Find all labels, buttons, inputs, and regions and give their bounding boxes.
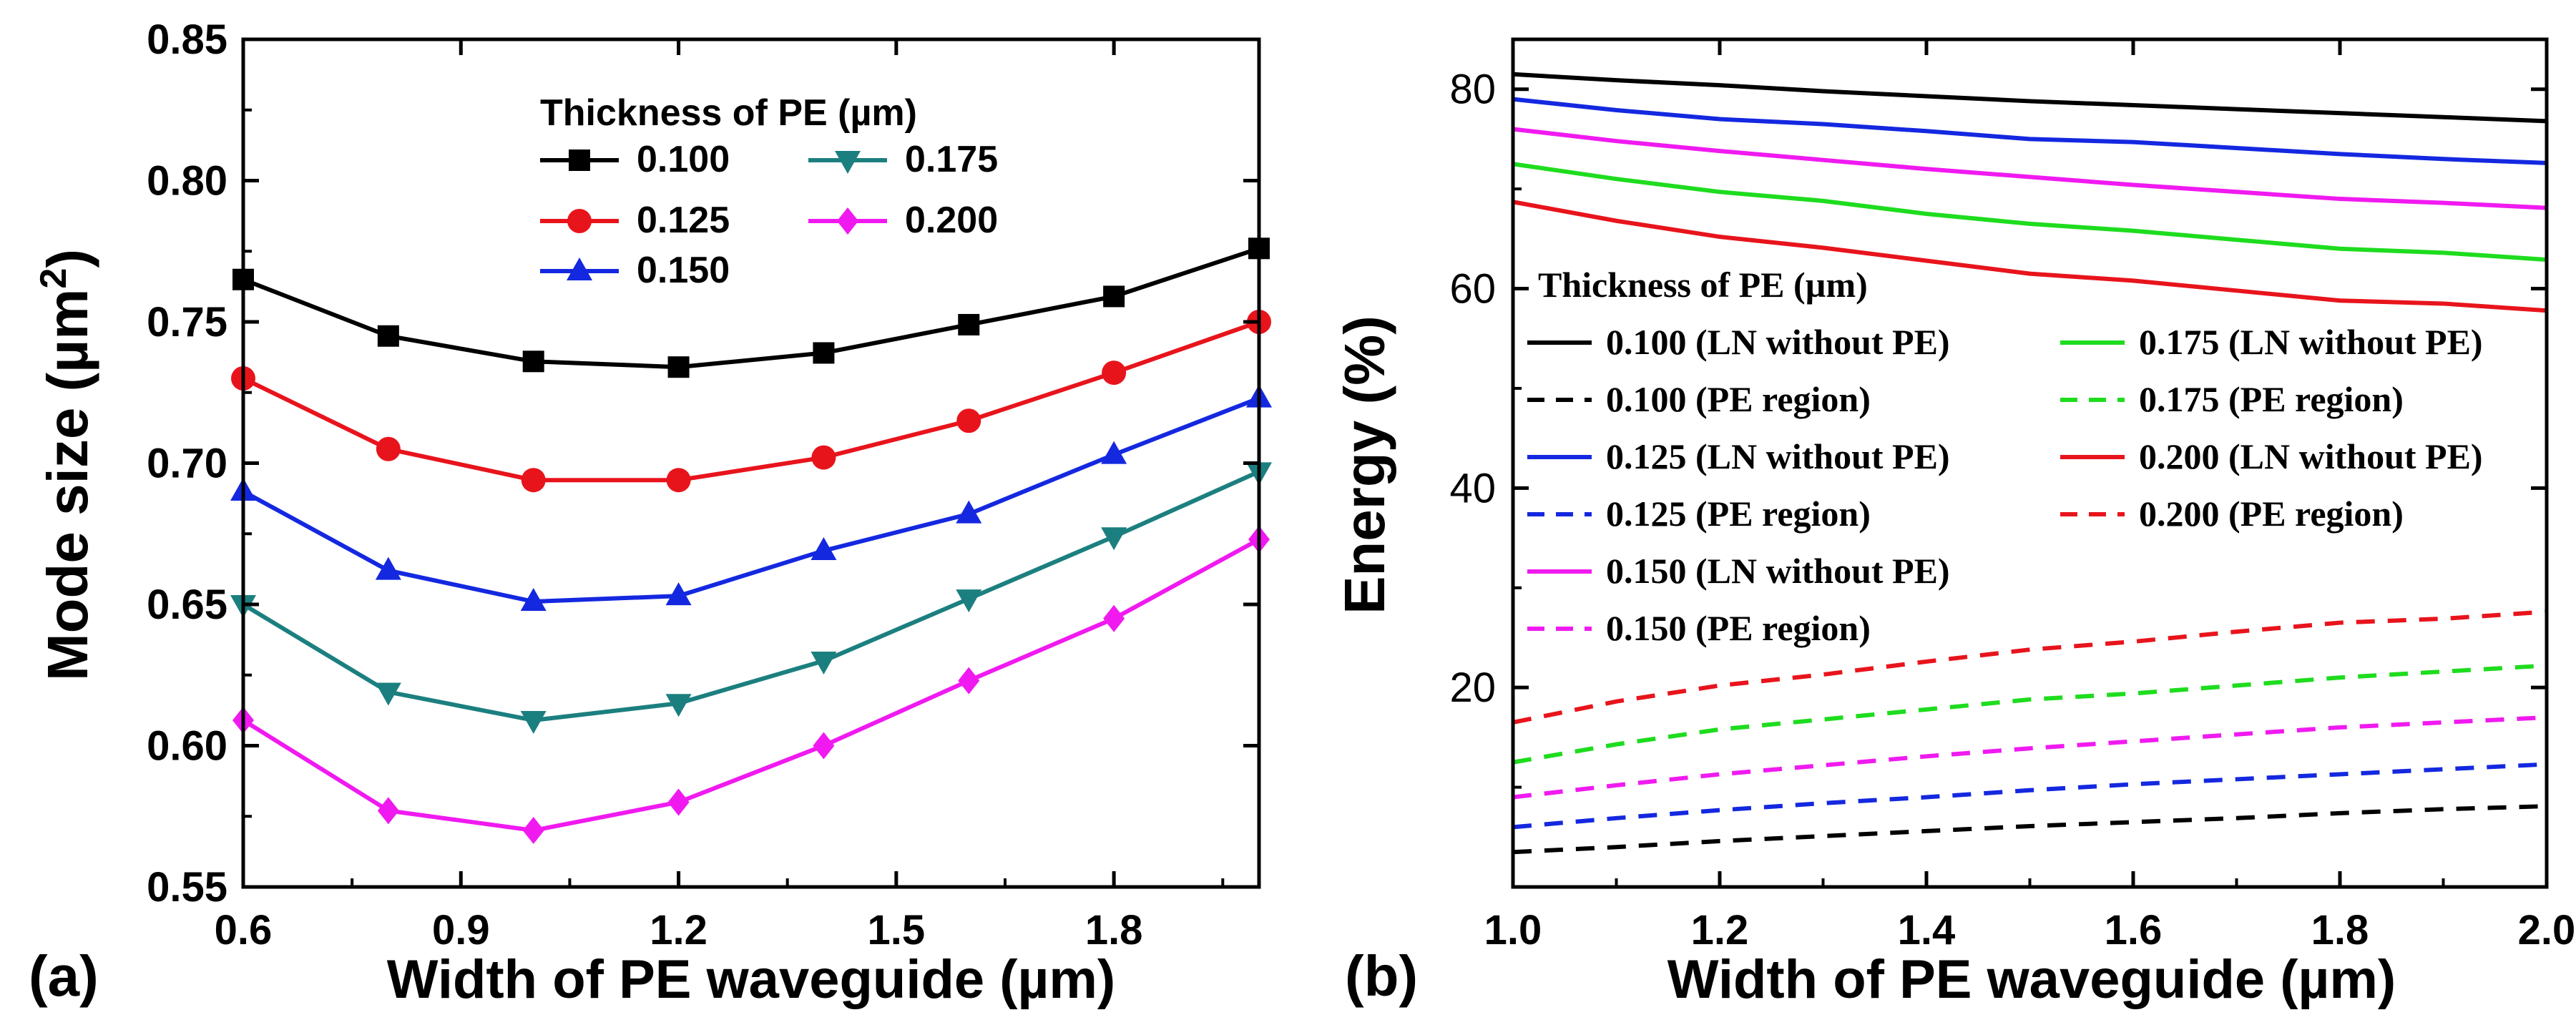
series-line-b-3 <box>1512 762 2547 830</box>
x-tick-label-a: 1.5 <box>868 907 926 953</box>
series-line-b-9 <box>1512 609 2547 725</box>
legend-label-b: 0.100 (PE region) <box>1606 379 1871 419</box>
series-line-a-0.200 <box>242 537 1260 833</box>
x-tick-label-b: 1.2 <box>1691 907 1749 953</box>
y-tick-label-b: 80 <box>1449 67 1496 113</box>
legend-title-a: Thickness of PE (µm) <box>540 92 917 134</box>
panel-label-a: (a) <box>29 944 99 1008</box>
y-axis-label-a-sup: 2 <box>33 268 74 289</box>
data-point-a-0.175-5 <box>956 589 982 613</box>
series-line-b-6 <box>1512 162 2547 263</box>
legend-label-a: 0.150 <box>637 250 730 291</box>
x-tick-label-b: 2.0 <box>2518 907 2576 953</box>
data-point-a-0.100-6 <box>1103 285 1125 308</box>
data-point-a-0.150-5 <box>956 500 982 524</box>
y-tick-label-a: 0.60 <box>147 723 227 770</box>
y-tick-label-b: 20 <box>1449 664 1496 711</box>
y-axis-label-a-main: Mode size (µm <box>36 289 99 681</box>
x-tick-label-b: 1.4 <box>1898 907 1956 953</box>
data-point-a-0.150-3 <box>665 582 692 606</box>
x-axis-label-a: Width of PE waveguide (µm) <box>387 949 1115 1010</box>
legend-label-b: 0.150 (PE region) <box>1606 608 1871 648</box>
series-line-a-0.175 <box>242 469 1260 722</box>
series-line-a-0.125 <box>242 320 1260 483</box>
data-point-a-0.125-2 <box>521 468 546 493</box>
data-point-a-0.200-6 <box>1103 604 1125 632</box>
series-line-a-0.100 <box>242 246 1260 370</box>
y-tick-label-a: 0.55 <box>147 864 227 911</box>
y-tick-label-a: 0.75 <box>147 299 227 345</box>
x-tick-label-a: 1.2 <box>650 907 707 953</box>
legend-title-b: Thickness of PE (µm) <box>1538 265 1868 305</box>
data-point-a-0.125-1 <box>376 436 401 461</box>
legend-marker-a-0 <box>569 149 590 171</box>
legend-marker-a-2 <box>567 258 592 280</box>
legend-label-a: 0.100 <box>637 139 730 180</box>
legend-marker-a-4 <box>837 207 858 235</box>
series-line-a-0.150 <box>242 396 1260 604</box>
series-line-b-4 <box>1512 127 2547 210</box>
legend-label-b: 0.125 (PE region) <box>1606 494 1871 534</box>
series-line-b-8 <box>1512 200 2547 313</box>
x-tick-label-b: 1.8 <box>2311 907 2369 953</box>
y-tick-label-a: 0.70 <box>147 441 227 487</box>
x-tick-label-a: 0.9 <box>432 907 490 953</box>
y-tick-label-b: 40 <box>1449 465 1496 511</box>
data-point-a-0.175-1 <box>375 682 401 706</box>
x-axis-label-b: Width of PE waveguide (µm) <box>1667 949 2396 1010</box>
legend-marker-a-1 <box>567 209 592 233</box>
data-point-a-0.100-5 <box>958 313 980 335</box>
legend-label-b: 0.125 (LN without PE) <box>1606 436 1950 476</box>
legend-label-b: 0.175 (LN without PE) <box>2139 322 2483 362</box>
legend-label-a: 0.200 <box>905 200 998 241</box>
y-axis-label-a: Mode size (µm2) <box>33 249 99 681</box>
y-axis-label-b: Energy (%) <box>1333 315 1396 614</box>
data-point-a-0.175-6 <box>1101 527 1127 551</box>
y-tick-label-a: 0.85 <box>147 16 227 63</box>
legend-label-a: 0.175 <box>905 139 998 180</box>
legend-label-a: 0.125 <box>637 200 730 241</box>
legend-marker-a-3 <box>835 151 861 174</box>
series-line-b-5 <box>1512 715 2547 800</box>
series-line-b-0 <box>1512 72 2547 124</box>
x-tick-label-b: 1.6 <box>2105 907 2163 953</box>
data-point-a-0.150-4 <box>810 536 837 560</box>
series-line-b-2 <box>1512 97 2547 165</box>
data-point-a-0.125-5 <box>956 408 981 433</box>
data-point-a-0.150-1 <box>375 556 401 580</box>
y-axis-label-a-close: ) <box>36 249 99 268</box>
data-point-a-0.125-4 <box>811 445 836 470</box>
data-point-a-0.100-4 <box>813 342 835 364</box>
panel-label-b: (b) <box>1345 944 1418 1008</box>
data-point-a-0.100-3 <box>667 356 690 378</box>
data-point-a-0.200-3 <box>667 788 690 816</box>
legend-label-b: 0.150 (LN without PE) <box>1606 551 1950 591</box>
data-point-a-0.200-5 <box>958 667 980 695</box>
data-point-a-0.100-1 <box>377 325 399 347</box>
data-point-a-0.200-1 <box>377 797 399 825</box>
data-point-a-0.125-3 <box>666 468 691 493</box>
x-tick-label-a: 0.6 <box>215 907 273 953</box>
data-point-a-0.125-6 <box>1102 360 1127 386</box>
data-point-a-0.200-4 <box>813 732 835 760</box>
series-line-b-1 <box>1512 804 2547 855</box>
data-point-a-0.150-2 <box>520 588 547 612</box>
y-tick-label-a: 0.65 <box>147 582 227 628</box>
data-point-a-0.200-2 <box>522 817 544 844</box>
series-line-b-7 <box>1512 663 2547 765</box>
data-point-a-0.150-6 <box>1101 441 1127 464</box>
legend-label-b: 0.100 (LN without PE) <box>1606 322 1950 362</box>
y-tick-label-b: 60 <box>1449 266 1496 313</box>
legend-label-b: 0.200 (PE region) <box>2139 494 2404 534</box>
legend-label-b: 0.175 (PE region) <box>2139 379 2404 419</box>
data-point-a-0.100-2 <box>522 350 544 373</box>
data-point-a-0.175-3 <box>665 694 692 717</box>
y-tick-label-a: 0.80 <box>147 158 227 205</box>
x-tick-label-a: 1.8 <box>1085 907 1143 953</box>
legend-label-b: 0.200 (LN without PE) <box>2139 436 2483 476</box>
data-point-a-0.175-4 <box>810 652 837 675</box>
x-tick-label-b: 1.0 <box>1484 907 1542 953</box>
data-point-a-0.175-2 <box>520 710 547 734</box>
